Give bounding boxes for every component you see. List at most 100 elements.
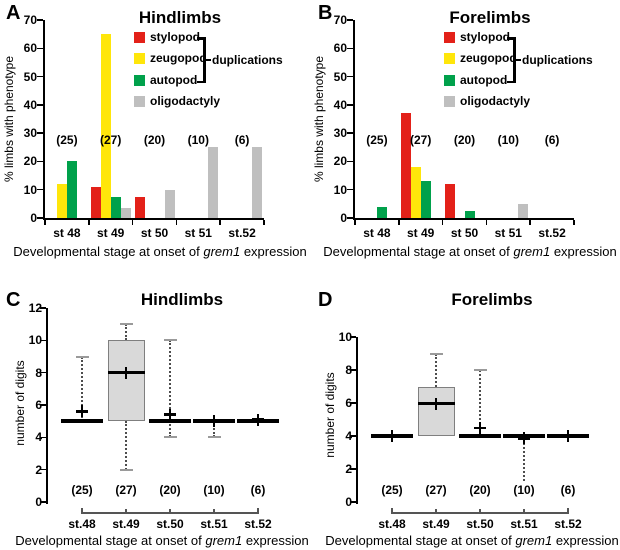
sample-count: (27) — [410, 133, 432, 148]
x-tick-label: st.52 — [554, 517, 582, 531]
y-tick-label: 12 — [28, 301, 42, 315]
category-tick-mark — [391, 507, 393, 514]
x-tick-mark — [263, 220, 265, 225]
y-tick-label: 10 — [23, 182, 37, 197]
x-axis-label: Developmental stage at onset of grem1 ex… — [13, 244, 306, 259]
plot-area-forelimbs-digits: 0 2 4 6 8 10 (25) (27) (20) (10) (6) st.48 st.49 st.5… — [310, 275, 620, 550]
sample-count: (27) — [425, 482, 447, 497]
upper-whisker-cap — [473, 369, 487, 371]
lower-whisker — [213, 421, 215, 438]
sample-count: (25) — [56, 133, 78, 148]
x-tick-label: st.52 — [244, 517, 272, 531]
x-tick-mark — [219, 220, 221, 225]
sample-count: (25) — [366, 133, 388, 148]
y-tick-mark — [347, 160, 353, 163]
category-tick-mark — [435, 508, 437, 514]
y-tick-label: 60 — [23, 41, 37, 56]
x-tick-label: st 50 — [450, 226, 479, 240]
y-tick-mark — [347, 19, 353, 21]
sample-count: (20) — [143, 133, 166, 148]
y-tick-label: 4 — [35, 430, 42, 445]
bar-stylopod — [400, 113, 411, 218]
x-tick-label: st.48 — [378, 517, 406, 531]
sample-count: (27) — [100, 133, 122, 148]
lower-whisker — [169, 421, 171, 438]
y-tick-mark — [347, 132, 353, 134]
plot-area-hindlimbs-digits: 0 2 4 6 8 10 12 (25) (27) (20) (10) (6) st.48 st.49 st… — [0, 275, 310, 550]
x-tick-label: st.50 — [156, 517, 184, 531]
y-tick-label: 2 — [35, 462, 42, 477]
y-tick-label: 10 — [338, 330, 352, 344]
y-tick-label: 10 — [333, 182, 347, 197]
x-tick-label: st 48 — [363, 226, 391, 240]
x-axis-line — [43, 218, 264, 220]
sample-count: (6) — [544, 133, 560, 148]
upper-whisker-cap — [163, 339, 177, 342]
bar-stylopod — [134, 196, 145, 218]
y-tick-mark — [347, 217, 353, 219]
y-tick-mark — [37, 47, 43, 50]
x-axis-label-gene: grem1 — [515, 533, 553, 548]
sample-count: (6) — [234, 133, 250, 148]
bar-oligodactyly — [120, 207, 131, 218]
y-tick-label: 40 — [333, 97, 347, 112]
sample-count: (20) — [469, 482, 491, 497]
x-tick-label: st.52 — [228, 226, 256, 240]
median-line — [149, 419, 191, 423]
y-tick-label: 30 — [333, 126, 347, 141]
x-tick-label: st 49 — [407, 226, 435, 240]
y-tick-mark — [37, 160, 43, 163]
y-axis-line — [46, 308, 48, 504]
upper-whisker — [479, 370, 481, 436]
mean-marker — [208, 415, 220, 428]
mean-marker — [474, 421, 486, 434]
panel-c-hindlimbs-box: C Hindlimbs number of digits Development… — [0, 275, 310, 550]
category-tick-mark — [81, 507, 83, 514]
x-tick-label: st 49 — [97, 226, 125, 240]
y-axis-line — [353, 20, 355, 220]
sample-count: (10) — [513, 482, 535, 497]
x-axis-label-gene: grem1 — [513, 244, 551, 259]
median-line — [459, 434, 501, 438]
chart-title: Forelimbs — [451, 290, 533, 309]
y-tick-label: 8 — [345, 363, 352, 377]
bar-zeugopod — [410, 167, 421, 218]
x-tick-mark — [354, 220, 356, 225]
mean-marker — [518, 432, 530, 445]
y-tick-label: 6 — [345, 396, 352, 410]
x-axis-label-prefix: Developmental stage at onset of — [325, 533, 516, 548]
panel-letter: D — [318, 289, 333, 311]
x-tick-label: st 48 — [53, 226, 81, 240]
y-tick-mark — [40, 404, 46, 406]
lower-whisker-cap — [207, 436, 221, 439]
y-tick-label: 20 — [333, 154, 347, 169]
y-tick-mark — [40, 339, 46, 342]
category-tick-mark — [567, 507, 569, 514]
panel-letter: C — [6, 289, 21, 311]
bar-autopod — [376, 206, 387, 218]
x-axis-label: Developmental stage at onset of grem1 ex… — [325, 533, 618, 548]
upper-whisker — [435, 353, 437, 387]
category-tick-mark — [213, 508, 215, 514]
x-tick-mark — [175, 220, 178, 225]
bar-oligodactyly — [164, 189, 175, 218]
y-tick-mark — [40, 436, 46, 439]
mean-marker — [120, 366, 132, 379]
x-tick-label: st 50 — [140, 226, 169, 240]
bar-oligodactyly — [252, 147, 263, 218]
y-tick-label: 2 — [345, 462, 352, 476]
mean-marker — [252, 413, 264, 426]
y-tick-label: 70 — [23, 13, 37, 27]
mean-marker — [164, 408, 176, 421]
panel-a-hindlimbs-bar: A Hindlimbs % limbs with phenotype Devel… — [0, 0, 310, 273]
y-tick-mark — [37, 75, 43, 78]
sample-count: (20) — [453, 133, 476, 148]
x-axis-label-gene: grem1 — [205, 533, 243, 548]
sample-count: (10) — [497, 133, 519, 148]
x-axis-label-gene: grem1 — [203, 244, 241, 259]
upper-whisker-cap — [75, 355, 89, 358]
mean-marker — [76, 405, 88, 418]
y-tick-label: 8 — [35, 365, 42, 380]
plot-area-hindlimbs-phenotype: 0 10 20 30 40 50 60 70 (25) (27) (20) (10) (6) st 48 s… — [0, 0, 310, 273]
